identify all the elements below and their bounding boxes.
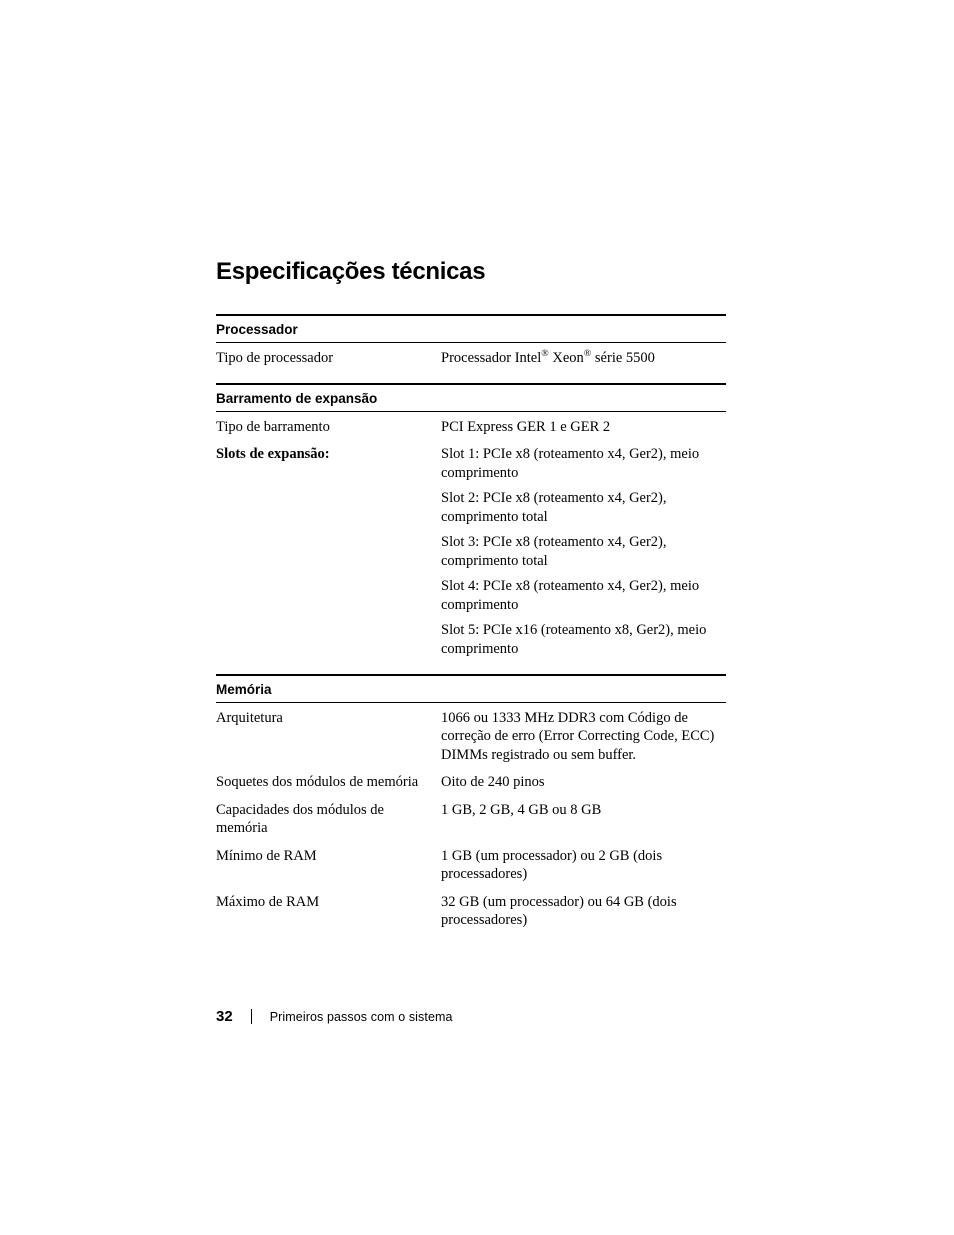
page-number: 32 — [216, 1008, 251, 1025]
footer-section-name: Primeiros passos com o sistema — [270, 1010, 453, 1024]
spec-label: Máximo de RAM — [216, 893, 441, 912]
section-header-processador: Processador — [216, 314, 726, 343]
spec-value: 32 GB (um processador) ou 64 GB (dois pr… — [441, 893, 726, 930]
section-gap — [216, 662, 726, 674]
spec-label: Soquetes dos módulos de memória — [216, 773, 441, 792]
spec-row: Soquetes dos módulos de memória Oito de … — [216, 767, 726, 795]
spec-value-continuation: Slot 4: PCIe x8 (roteamento x4, Ger2), m… — [441, 573, 726, 617]
spec-row: Capacidades dos módulos de memória 1 GB,… — [216, 795, 726, 841]
spec-row: Mínimo de RAM 1 GB (um processador) ou 2… — [216, 841, 726, 887]
spec-value-continuation: Slot 2: PCIe x8 (roteamento x4, Ger2), c… — [441, 485, 726, 529]
spec-value: Slot 1: PCIe x8 (roteamento x4, Ger2), m… — [441, 445, 726, 482]
page-title: Especificações técnicas — [216, 258, 726, 286]
page-footer: 32 Primeiros passos com o sistema — [216, 1008, 453, 1025]
page-content: Especificações técnicas Processador Tipo… — [216, 258, 726, 933]
spec-row: Tipo de barramento PCI Express GER 1 e G… — [216, 412, 726, 440]
spec-label: Tipo de processador — [216, 349, 441, 368]
spec-label: Tipo de barramento — [216, 418, 441, 437]
spec-value-continuation: Slot 5: PCIe x16 (roteamento x8, Ger2), … — [441, 617, 726, 661]
spec-value: 1 GB, 2 GB, 4 GB ou 8 GB — [441, 801, 726, 820]
spec-value: Oito de 240 pinos — [441, 773, 726, 792]
spec-label: Arquitetura — [216, 709, 441, 728]
spec-row: Slots de expansão: Slot 1: PCIe x8 (rote… — [216, 439, 726, 485]
spec-row: Arquitetura 1066 ou 1333 MHz DDR3 com Có… — [216, 703, 726, 768]
spec-table: Processador Tipo de processador Processa… — [216, 314, 726, 933]
section-header-memoria: Memória — [216, 674, 726, 703]
spec-row: Máximo de RAM 32 GB (um processador) ou … — [216, 887, 726, 933]
section-header-barramento: Barramento de expansão — [216, 383, 726, 412]
spec-row: Tipo de processador Processador Intel® X… — [216, 343, 726, 371]
spec-value: PCI Express GER 1 e GER 2 — [441, 418, 726, 437]
spec-value: 1066 ou 1333 MHz DDR3 com Código de corr… — [441, 709, 726, 765]
footer-divider — [251, 1009, 252, 1024]
spec-label: Capacidades dos módulos de memória — [216, 801, 441, 838]
spec-value: Processador Intel® Xeon® série 5500 — [441, 349, 726, 368]
section-gap — [216, 371, 726, 383]
spec-label-bold: Slots de expansão: — [216, 445, 441, 464]
spec-value-continuation: Slot 3: PCIe x8 (roteamento x4, Ger2), c… — [441, 529, 726, 573]
spec-value: 1 GB (um processador) ou 2 GB (dois proc… — [441, 847, 726, 884]
spec-label: Mínimo de RAM — [216, 847, 441, 866]
